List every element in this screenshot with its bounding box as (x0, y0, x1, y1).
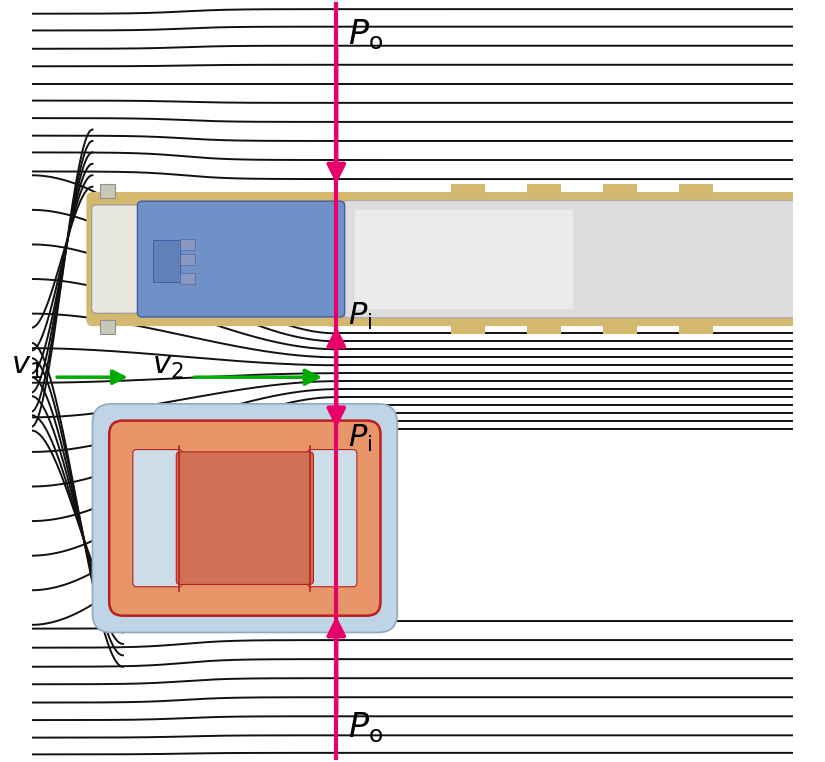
FancyBboxPatch shape (133, 450, 182, 587)
Bar (180, 239, 196, 250)
Text: $P_{\rm o}$: $P_{\rm o}$ (347, 710, 383, 745)
Bar (180, 273, 196, 284)
Text: $v_{\rm 1}$: $v_{\rm 1}$ (12, 351, 43, 381)
Bar (450, 319, 485, 334)
FancyBboxPatch shape (92, 404, 398, 632)
Bar (180, 254, 196, 265)
Text: $P_{\rm i}$: $P_{\rm i}$ (347, 301, 372, 331)
Text: $P_{\rm i}$: $P_{\rm i}$ (347, 423, 372, 453)
Bar (679, 319, 714, 334)
FancyBboxPatch shape (308, 450, 357, 587)
FancyBboxPatch shape (92, 205, 143, 313)
Bar (100, 184, 116, 198)
Bar (527, 319, 561, 334)
Bar (450, 184, 485, 200)
Text: $v_{\rm 2}$: $v_{\rm 2}$ (153, 351, 184, 381)
FancyBboxPatch shape (344, 200, 825, 318)
Text: $P_{\rm o}$: $P_{\rm o}$ (347, 17, 383, 52)
FancyBboxPatch shape (109, 421, 380, 616)
Bar (100, 320, 116, 334)
Bar (153, 240, 180, 282)
Bar (356, 210, 573, 309)
Bar (603, 184, 637, 200)
Bar (527, 184, 561, 200)
FancyBboxPatch shape (87, 192, 825, 326)
Bar (679, 184, 714, 200)
Bar (603, 319, 637, 334)
FancyBboxPatch shape (177, 452, 314, 584)
FancyBboxPatch shape (138, 201, 345, 317)
